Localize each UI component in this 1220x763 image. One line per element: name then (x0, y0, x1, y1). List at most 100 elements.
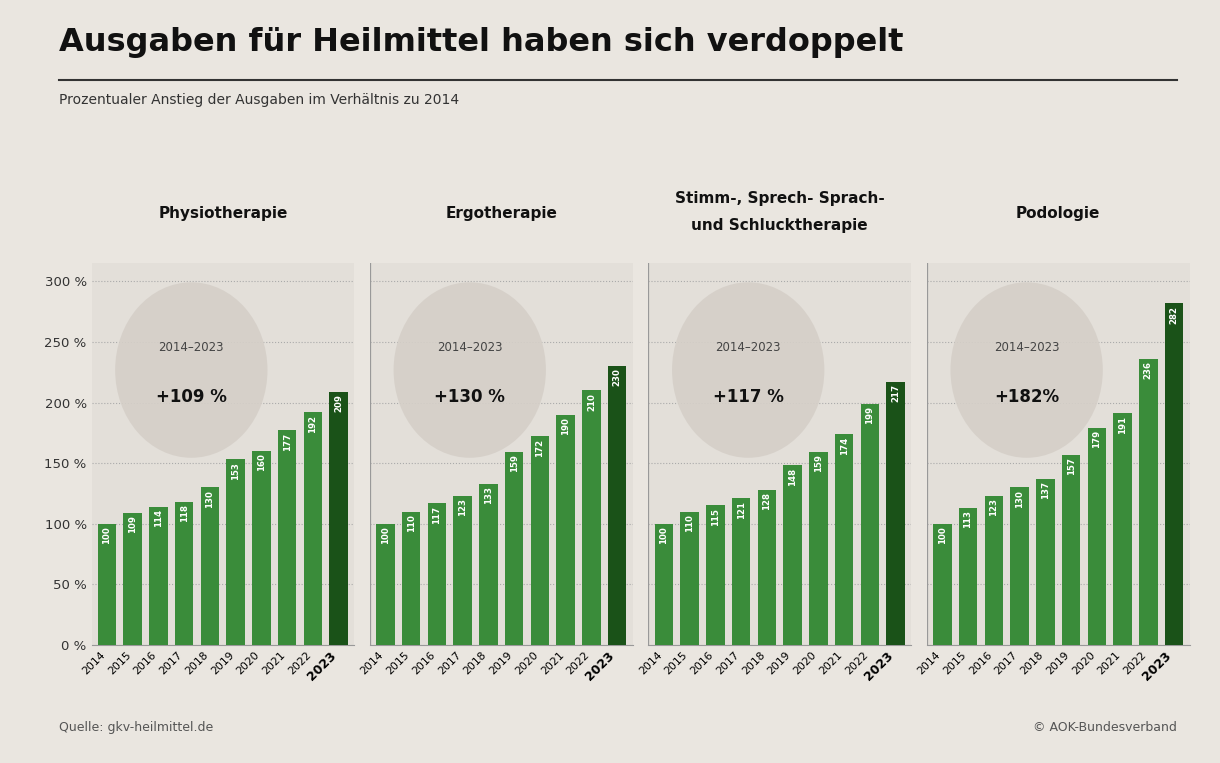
Bar (582, 391, 600, 645)
Bar (1036, 479, 1054, 645)
Text: Physiotherapie: Physiotherapie (159, 206, 288, 221)
Text: 118: 118 (179, 504, 189, 522)
Text: 159: 159 (814, 455, 822, 472)
Text: 174: 174 (839, 436, 849, 455)
Text: 210: 210 (587, 393, 595, 410)
Bar (985, 496, 1003, 645)
Bar (505, 452, 523, 645)
Bar (933, 523, 952, 645)
Bar (655, 523, 673, 645)
Text: 128: 128 (762, 492, 771, 510)
Bar (1087, 428, 1107, 645)
Text: 100: 100 (938, 526, 947, 544)
Text: 2014–2023: 2014–2023 (994, 340, 1059, 354)
Bar (681, 511, 699, 645)
Text: 100: 100 (659, 526, 669, 544)
Text: +109 %: +109 % (156, 388, 227, 406)
Bar (376, 523, 394, 645)
Bar (608, 366, 626, 645)
Text: 109: 109 (128, 515, 137, 533)
Bar (732, 498, 750, 645)
Ellipse shape (394, 282, 545, 458)
Text: 110: 110 (406, 514, 416, 532)
Bar (227, 459, 245, 645)
Bar (531, 436, 549, 645)
Text: 2014–2023: 2014–2023 (715, 340, 781, 354)
Text: und Schlucktherapie: und Schlucktherapie (692, 217, 869, 233)
Bar (706, 505, 725, 645)
Text: +182%: +182% (994, 388, 1059, 406)
Text: 160: 160 (257, 453, 266, 472)
Text: 115: 115 (711, 508, 720, 526)
Text: Podologie: Podologie (1016, 206, 1100, 221)
Text: 217: 217 (891, 385, 900, 402)
Text: Quelle: gkv-heilmittel.de: Quelle: gkv-heilmittel.de (59, 721, 212, 734)
Text: 172: 172 (536, 439, 544, 457)
Text: 209: 209 (334, 394, 343, 412)
Ellipse shape (672, 282, 825, 458)
Bar (1165, 303, 1183, 645)
Bar (98, 523, 116, 645)
Bar (253, 451, 271, 645)
Text: 282: 282 (1170, 306, 1179, 324)
Text: 137: 137 (1041, 481, 1049, 499)
Text: Stimm-, Sprech- Sprach-: Stimm-, Sprech- Sprach- (675, 191, 884, 206)
Bar (809, 452, 827, 645)
Bar (201, 488, 220, 645)
Text: © AOK-Bundesverband: © AOK-Bundesverband (1033, 721, 1177, 734)
Text: 110: 110 (686, 514, 694, 532)
Text: 133: 133 (484, 486, 493, 504)
Bar (428, 503, 447, 645)
Bar (174, 502, 194, 645)
Text: Ergotherapie: Ergotherapie (445, 206, 558, 221)
Text: 236: 236 (1144, 362, 1153, 379)
Text: 199: 199 (865, 406, 875, 424)
Bar (860, 404, 880, 645)
Text: 121: 121 (737, 501, 745, 519)
Bar (1114, 414, 1132, 645)
Text: 123: 123 (989, 498, 998, 517)
Bar (1010, 488, 1028, 645)
Text: 123: 123 (459, 498, 467, 517)
Text: 2014–2023: 2014–2023 (159, 340, 224, 354)
Bar (556, 414, 575, 645)
Text: +117 %: +117 % (712, 388, 783, 406)
Bar (1139, 359, 1158, 645)
Ellipse shape (950, 282, 1103, 458)
Text: Ausgaben für Heilmittel haben sich verdoppelt: Ausgaben für Heilmittel haben sich verdo… (59, 27, 903, 58)
Text: 190: 190 (561, 417, 570, 435)
Text: 191: 191 (1118, 416, 1127, 434)
Text: 153: 153 (232, 462, 240, 480)
Bar (758, 490, 776, 645)
Bar (123, 513, 142, 645)
Text: 230: 230 (612, 369, 622, 387)
Text: 117: 117 (432, 505, 442, 523)
Text: +130 %: +130 % (434, 388, 505, 406)
Text: 100: 100 (381, 526, 390, 544)
Text: 179: 179 (1092, 430, 1102, 449)
Text: 148: 148 (788, 468, 797, 486)
Bar (959, 508, 977, 645)
Text: Prozentualer Anstieg der Ausgaben im Verhältnis zu 2014: Prozentualer Anstieg der Ausgaben im Ver… (59, 93, 459, 107)
Text: 159: 159 (510, 455, 518, 472)
Text: 177: 177 (283, 433, 292, 451)
Ellipse shape (115, 282, 267, 458)
Bar (454, 496, 472, 645)
Text: 114: 114 (154, 509, 163, 527)
Bar (149, 507, 167, 645)
Bar (1061, 455, 1080, 645)
Text: 2014–2023: 2014–2023 (437, 340, 503, 354)
Bar (304, 412, 322, 645)
Bar (783, 465, 802, 645)
Bar (401, 511, 421, 645)
Bar (329, 391, 348, 645)
Text: 192: 192 (309, 414, 317, 433)
Bar (834, 434, 853, 645)
Text: 130: 130 (205, 490, 215, 507)
Bar (479, 484, 498, 645)
Text: 130: 130 (1015, 490, 1024, 507)
Text: 157: 157 (1066, 457, 1076, 475)
Bar (887, 382, 905, 645)
Bar (278, 430, 296, 645)
Text: 113: 113 (964, 510, 972, 528)
